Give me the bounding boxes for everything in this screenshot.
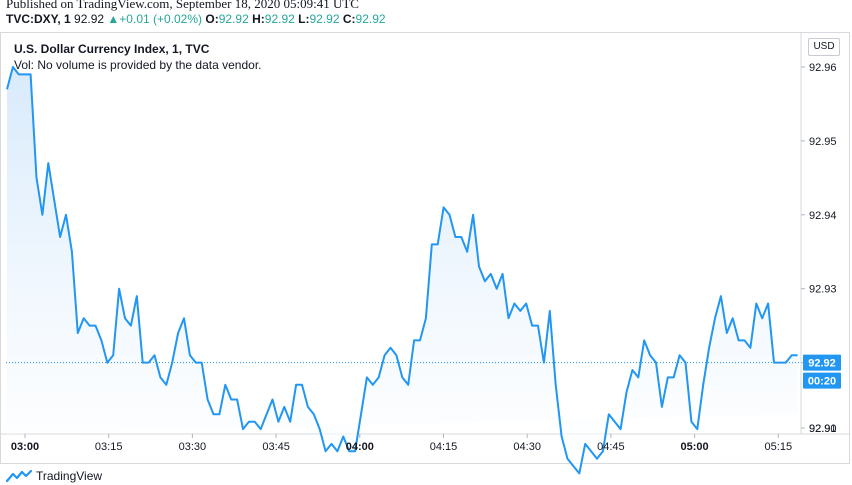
- tradingview-logo-icon: [6, 469, 32, 483]
- price-area-fill: [7, 67, 798, 474]
- symbol-ohlc-bar: TVC:DXY, 1 92.92 ▲+0.01 (+0.02%) O:92.92…: [6, 12, 386, 26]
- chart-frame: [0, 32, 850, 464]
- currency-button[interactable]: USD: [808, 38, 840, 56]
- last-price-tag: 92.92: [808, 358, 836, 370]
- y-tick-label: 92.94: [809, 210, 837, 222]
- x-tick-label: 03:45: [262, 441, 290, 453]
- x-tick-label: 04:15: [430, 441, 458, 453]
- x-tick-label: 05:00: [681, 441, 709, 453]
- close-label: C:: [342, 12, 356, 26]
- price-line: [6, 66, 798, 475]
- tradingview-brand: TradingView: [36, 469, 103, 483]
- x-tick-label: 04:00: [346, 441, 374, 453]
- last-price-value: 92.92: [74, 12, 105, 26]
- high-label: H:: [252, 12, 265, 26]
- y-tick-label: 92.96: [809, 62, 837, 74]
- bar-countdown-tag-background: [803, 372, 841, 389]
- x-tick-label: 04:30: [513, 441, 541, 453]
- y-tick-label: 92.90: [809, 423, 837, 435]
- high-value: 92.92: [264, 12, 295, 26]
- last-price-tag-background: [803, 354, 841, 371]
- low-label: L:: [298, 12, 310, 26]
- y-tick-label: 92.93: [809, 284, 837, 296]
- x-tick-label: 03:30: [179, 441, 207, 453]
- tradingview-logo[interactable]: TradingView: [6, 468, 102, 484]
- x-tick-label: 03:15: [95, 441, 123, 453]
- low-value: 92.92: [309, 12, 340, 26]
- published-caption: Published on TradingView.com, September …: [6, 0, 359, 11]
- open-label: O:: [205, 12, 219, 26]
- series-title: U.S. Dollar Currency Index, 1, TVC: [14, 42, 210, 56]
- y-tick-label: 92.95: [809, 136, 837, 148]
- y-tick-label: 92.91: [809, 423, 837, 435]
- symbol-label: TVC:DXY, 1: [6, 12, 71, 26]
- close-value: 92.92: [355, 12, 386, 26]
- change-value: +0.01 (+0.02%): [119, 12, 203, 26]
- up-arrow-icon: ▲: [107, 12, 120, 26]
- x-tick-label: 05:15: [765, 441, 793, 453]
- volume-note: Vol: No volume is provided by the data v…: [14, 58, 262, 72]
- x-tick-label: 03:00: [11, 441, 39, 453]
- open-value: 92.92: [218, 12, 249, 26]
- x-tick-label: 04:45: [597, 441, 625, 453]
- bar-countdown-tag: 00:20: [808, 376, 836, 388]
